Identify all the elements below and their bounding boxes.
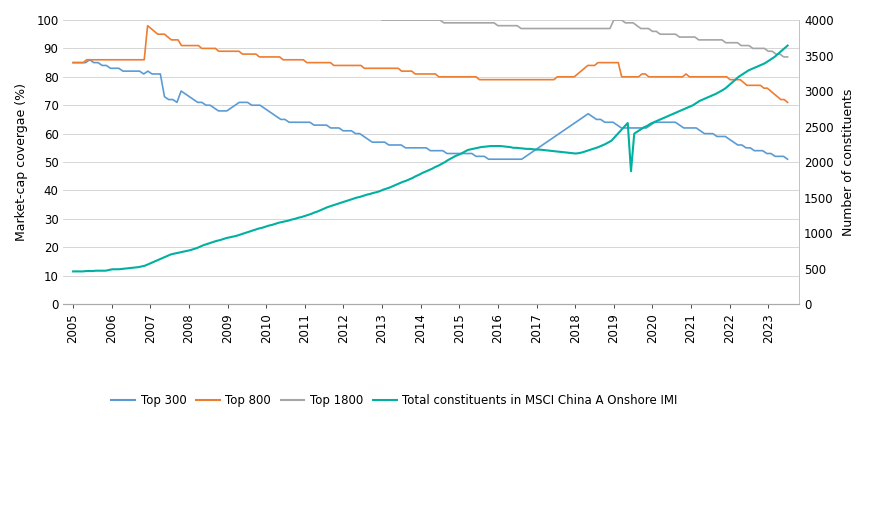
Legend: Top 300, Top 800, Top 1800, Total constituents in MSCI China A Onshore IMI: Top 300, Top 800, Top 1800, Total consti… <box>106 389 681 412</box>
Y-axis label: Market-cap covergae (%): Market-cap covergae (%) <box>15 83 28 241</box>
Y-axis label: Number of constituents: Number of constituents <box>841 88 854 236</box>
